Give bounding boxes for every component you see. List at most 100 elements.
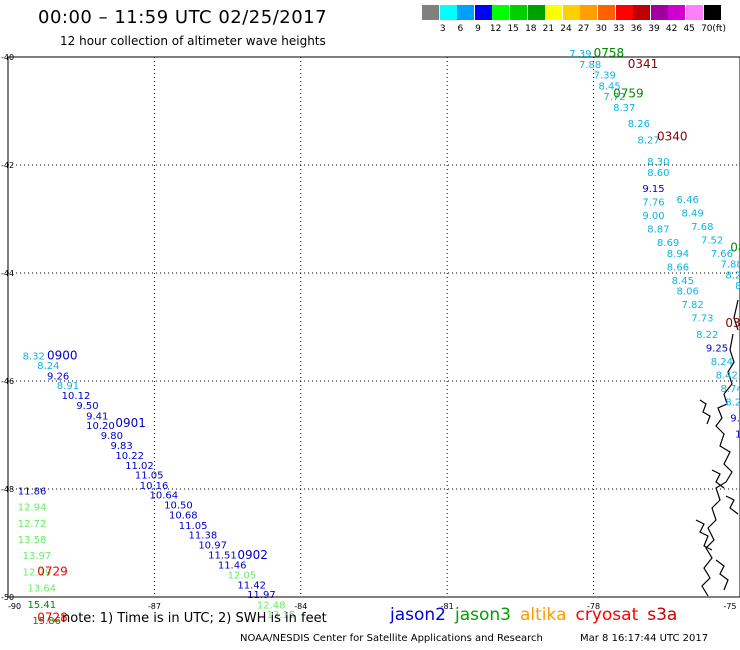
satellite-legend: jason2 jason3 altika cryosat s3a xyxy=(390,605,686,625)
wave-height-value: 8.22 xyxy=(696,330,718,341)
pass-time-label: 0728 xyxy=(37,610,68,624)
wave-height-value: 10.97 xyxy=(198,540,227,551)
wave-height-value: 9.15 xyxy=(642,184,664,195)
wave-height-value: 12.94 xyxy=(18,503,47,514)
generated-timestamp: Mar 8 16:17:44 UTC 2017 xyxy=(580,633,709,644)
coastline xyxy=(701,333,735,597)
wave-height-value: 8.02 xyxy=(735,281,740,292)
wave-height-value: 9.80 xyxy=(101,431,123,442)
satellite-name: jason3 xyxy=(455,605,511,625)
scale-swatch xyxy=(668,5,686,20)
wave-height-value: 8.24 xyxy=(725,397,740,408)
wave-height-value: 8.27 xyxy=(638,135,660,146)
plot-frame xyxy=(7,56,740,598)
wave-height-value: 11.42 xyxy=(237,580,266,591)
wave-height-value: 11.05 xyxy=(135,471,164,482)
pass-time-label: 0341 xyxy=(628,57,659,71)
scale-swatch xyxy=(545,5,563,20)
wave-height-value: 8.94 xyxy=(667,249,689,260)
wave-height-value: 9.50 xyxy=(76,401,98,412)
wave-height-value: 11.05 xyxy=(179,521,208,532)
scale-swatch xyxy=(650,5,668,20)
wave-height-value: 8.66 xyxy=(667,262,689,273)
scale-swatch xyxy=(703,5,721,20)
wave-height-value: 9.41 xyxy=(86,411,108,422)
scale-label: 12 xyxy=(489,24,502,34)
wave-height-value: 8.06 xyxy=(677,287,699,298)
wave-height-value: 12.79 xyxy=(23,567,52,578)
scale-label: 39 xyxy=(648,24,660,34)
y-tick-label: -48 xyxy=(1,485,14,494)
wave-height-value: 13.15 xyxy=(267,610,296,621)
scale-label: 15 xyxy=(507,24,519,34)
scale-swatch xyxy=(474,5,492,20)
scale-swatch xyxy=(598,5,615,20)
wave-height-value: 11.51 xyxy=(208,551,237,562)
wave-height-value: 8.74 xyxy=(720,384,740,395)
y-tick-label: -44 xyxy=(1,269,14,278)
pass-time-label: 0340 xyxy=(657,130,688,144)
wave-height-value: 11.86 xyxy=(18,486,47,497)
wave-height-value: 7.73 xyxy=(691,314,713,325)
wave-height-value: 12.48 xyxy=(257,600,286,611)
wave-height-value: 15.41 xyxy=(28,600,57,611)
x-tick-label: -78 xyxy=(587,602,600,611)
y-tick-label: -42 xyxy=(1,161,14,170)
scale-label: 42 xyxy=(665,24,678,34)
scale-swatch xyxy=(633,5,651,20)
scale-label: 27 xyxy=(577,24,590,34)
wave-height-value: 12.05 xyxy=(228,571,257,582)
wave-height-value: 7.76 xyxy=(642,198,664,209)
scale-swatch xyxy=(510,5,527,20)
wave-height-value: 11.02 xyxy=(125,461,154,472)
wave-height-value: 8.29 xyxy=(725,270,740,281)
wave-height-value: 10.20 xyxy=(86,421,115,432)
wave-height-value: 8.87 xyxy=(647,225,669,236)
wave-height-value: 8.24 xyxy=(37,361,59,372)
coastline xyxy=(711,469,725,489)
wave-height-value: 7.88 xyxy=(579,60,601,71)
wave-height-value: 8.45 xyxy=(672,276,694,287)
wave-height-value: 10.22 xyxy=(115,451,144,462)
wave-height-value: 13.97 xyxy=(23,551,52,562)
pass-time-label: 0900 xyxy=(47,348,78,362)
y-tick-label: -46 xyxy=(1,377,14,386)
pass-time-label: 0902 xyxy=(237,548,268,562)
wave-height-value: 8.42 xyxy=(716,370,738,381)
wave-height-value: 7.68 xyxy=(691,222,713,233)
wave-height-value: 8.37 xyxy=(613,103,635,114)
wave-height-value: 7.72 xyxy=(603,92,625,103)
wave-height-value: 9.26 xyxy=(47,371,69,382)
wave-height-value: 7.52 xyxy=(701,235,723,246)
x-tick-label: -81 xyxy=(441,602,454,611)
wave-height-value: 8.32 xyxy=(23,351,45,362)
wave-height-value: 10.68 xyxy=(169,511,198,522)
pass-time-label: 0758 xyxy=(594,46,625,60)
coastline xyxy=(695,519,713,551)
pass-time-label: 0759 xyxy=(613,87,644,101)
scale-label: 33 xyxy=(613,24,625,34)
scale-label: 45 xyxy=(683,24,695,34)
wave-height-value: 7.39 xyxy=(569,49,591,60)
scale-swatch xyxy=(527,5,545,20)
coastline xyxy=(733,299,739,331)
wave-height-value: 13.64 xyxy=(28,584,57,595)
chart-title: 00:00 – 11:59 UTC 02/25/2017 xyxy=(38,7,328,28)
pass-time-label: 0800 xyxy=(730,240,740,254)
wave-height-value: 10.53 xyxy=(735,430,740,441)
satellite-name: jason2 xyxy=(390,605,446,625)
wave-height-value: 7.66 xyxy=(711,249,733,260)
satellite-name: altika xyxy=(520,605,567,625)
wave-height-value: 11.97 xyxy=(247,590,276,601)
scale-label: 6 xyxy=(457,24,464,34)
wave-height-value: 7.82 xyxy=(681,300,703,311)
scale-label: 21 xyxy=(542,24,555,34)
satellite-name: cryosat xyxy=(575,605,639,625)
scale-label: 30 xyxy=(595,24,607,34)
wave-height-value: 7.39 xyxy=(594,71,616,82)
x-tick-label: -90 xyxy=(8,602,21,611)
wave-height-value: 8.45 xyxy=(598,81,620,92)
wave-height-value: 9.00 xyxy=(642,211,664,222)
wave-height-value: 11.38 xyxy=(189,531,218,542)
